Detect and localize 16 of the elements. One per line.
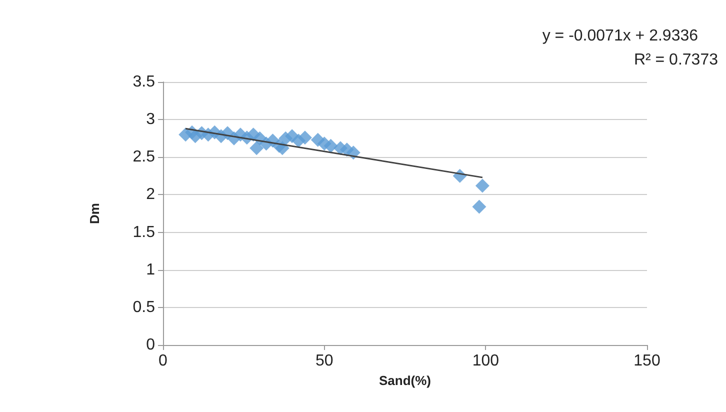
x-tick-label: 0	[158, 352, 168, 370]
y-tick-label: 2	[146, 186, 156, 204]
x-tick-label: 100	[472, 352, 500, 370]
x-tick-label: 50	[315, 352, 334, 370]
y-tick-label: 0.5	[132, 298, 156, 316]
x-tick-label: 150	[634, 352, 660, 370]
text: R² = 0.7373	[634, 52, 718, 68]
y-tick-label: 3	[146, 111, 156, 128]
y-tick-label: 0	[146, 336, 156, 354]
y-axis-title: Dm	[87, 203, 102, 224]
x-axis-title: Sand(%)	[379, 372, 431, 388]
y-tick-label: 3.5	[132, 74, 156, 90]
y-tick-label: 2.5	[132, 148, 156, 166]
y-tick-label: 1	[146, 261, 156, 278]
text: y = -0.0071x + 2.9336	[542, 28, 698, 44]
y-tick-label: 1.5	[132, 224, 156, 241]
